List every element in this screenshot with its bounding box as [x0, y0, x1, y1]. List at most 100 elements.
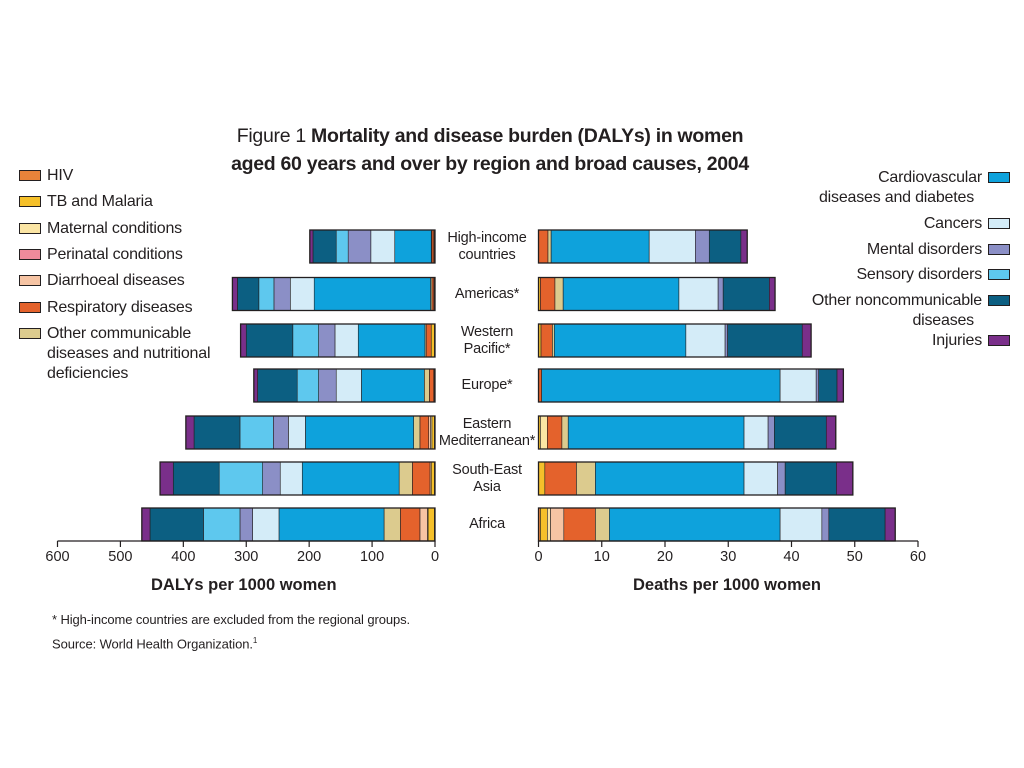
legend-item-maternal-conditions: Maternal conditions [19, 219, 182, 239]
legend-label: Other communicable [47, 324, 192, 342]
region-label-line: Asia [473, 478, 501, 495]
legend-swatch-sensory-disorders [988, 269, 1010, 280]
left-bar-segment-eastern-mediterranean-other-communicable-diseases-and-nutritional-deficiencies [413, 415, 421, 450]
left-bar-segment-africa-mental-disorders [239, 507, 253, 542]
right-bar-segment-africa-tb-and-malaria [540, 507, 548, 542]
left-tick-label: 600 [45, 549, 70, 565]
left-bar-high-income-countries [309, 229, 436, 264]
legend-swatch-other-communicable-diseases-and-nutritional-deficiencies [19, 327, 41, 339]
right-bar-segment-americas-other-noncommunicable-diseases [722, 277, 770, 311]
legend-label: deficiencies [47, 364, 129, 382]
right-tick-label: 20 [656, 549, 674, 565]
region-label-line: Africa [469, 516, 505, 532]
legend-label: Perinatal conditions [47, 245, 183, 263]
left-bar-segment-south-east-asia-cardiovascular-diseases-and-diabetes [301, 461, 400, 496]
left-bar-segment-africa-tb-and-malaria [427, 507, 435, 542]
right-bar-segment-high-income-countries-cancers [648, 229, 696, 264]
left-bar-segment-high-income-countries-cardiovascular-diseases-and-diabetes [394, 229, 432, 264]
legend-item-injuries: Injuries [710, 331, 1010, 351]
left-bar-south-east-asia [159, 461, 436, 496]
left-bar-segment-africa-other-noncommunicable-diseases [149, 507, 204, 542]
right-bar-europe [537, 368, 845, 403]
region-label-line: High-income [447, 229, 527, 246]
legend-swatch-mental-disorders [988, 244, 1010, 255]
footnote-source-text: Source: World Health Organization. [52, 636, 253, 652]
right-bar-segment-americas-respiratory-diseases [540, 277, 556, 311]
right-bar-segment-africa-maternal-conditions [547, 507, 551, 542]
left-bar-segment-western-pacific-cardiovascular-diseases-and-diabetes [357, 323, 426, 358]
legend-label: Cancers [923, 215, 982, 232]
left-tick-label: 0 [430, 549, 440, 565]
left-bar-segment-eastern-mediterranean-sensory-disorders [239, 415, 274, 450]
right-bar-segment-south-east-asia-cardiovascular-diseases-and-diabetes [595, 461, 745, 496]
right-bar-segment-south-east-asia-other-noncommunicable-diseases [784, 461, 837, 496]
left-bar-segment-europe-respiratory-diseases [429, 368, 435, 403]
right-bar-eastern-mediterranean [537, 415, 837, 450]
legend-item-mental-disorders: Mental disorders [710, 240, 1010, 260]
right-tick-label: 40 [783, 549, 800, 565]
legend-label: Maternal conditions [47, 219, 182, 237]
right-bar-segment-americas-cardiovascular-diseases-and-diabetes [562, 277, 680, 311]
region-label-line: Pacific* [463, 340, 511, 357]
legend-item-hiv: HIV [19, 166, 73, 186]
legend-swatch-respiratory-diseases [19, 301, 41, 313]
right-bar-americas [537, 276, 776, 312]
legend-item-diarrhoeal-diseases: Diarrhoeal diseases [19, 271, 185, 291]
left-tick-label: 200 [297, 549, 322, 565]
legend-label: diseases and diabetes [818, 189, 974, 206]
legend-item-perinatal-conditions: Perinatal conditions [19, 245, 183, 265]
legend-item-other-noncommunicable-diseases: Other noncommunicable diseases [710, 291, 1010, 331]
region-label-western-pacific: Western Pacific* [437, 324, 537, 358]
left-bar-segment-europe-mental-disorders [318, 368, 337, 403]
region-label-line: countries [458, 246, 516, 263]
right-bar-segment-eastern-mediterranean-cardiovascular-diseases-and-diabetes [567, 415, 745, 450]
right-bar-segment-eastern-mediterranean-mental-disorders [767, 415, 775, 450]
right-bar-south-east-asia [537, 461, 854, 496]
left-bar-segment-europe-cardiovascular-diseases-and-diabetes [361, 368, 425, 403]
right-bar-segment-americas-other-communicable-diseases-and-nutritional-deficiencies [554, 277, 564, 311]
region-label-line: Americas* [454, 285, 520, 302]
left-bar-eastern-mediterranean [185, 415, 436, 450]
legend-label: Cardiovascular [878, 169, 982, 186]
left-bar-segment-western-pacific-mental-disorders [318, 323, 336, 358]
footnote-note: * High-income countries are excluded fro… [52, 612, 410, 627]
right-bar-segment-europe-mental-disorders [815, 368, 819, 403]
left-bar-segment-eastern-mediterranean-other-noncommunicable-diseases [193, 415, 241, 450]
right-bar-segment-eastern-mediterranean-maternal-conditions [540, 415, 548, 450]
legend-label: HIV [47, 167, 74, 184]
left-bar-segment-africa-respiratory-diseases [400, 507, 421, 542]
left-bar-segment-western-pacific-respiratory-diseases [425, 323, 432, 358]
right-bar-segment-south-east-asia-respiratory-diseases [544, 461, 577, 496]
right-bar-segment-south-east-asia-mental-disorders [777, 461, 786, 496]
left-bar-segment-western-pacific-cancers [334, 323, 359, 358]
right-tick-label: 10 [593, 549, 610, 565]
legend-swatch-cancers [988, 218, 1010, 229]
title-line-1: Figure 1 Mortality and disease burden (D… [150, 122, 830, 150]
right-bar-segment-western-pacific-injuries [801, 323, 812, 358]
left-bar-segment-eastern-mediterranean-respiratory-diseases [419, 415, 430, 450]
left-bar-segment-europe-other-communicable-diseases-and-nutritional-deficiencies [423, 368, 430, 403]
legend-item-cancers: Cancers [710, 214, 1010, 234]
left-bar-segment-americas-cardiovascular-diseases-and-diabetes [313, 277, 431, 311]
right-bar-segment-western-pacific-cancers [685, 323, 726, 358]
right-bar-segment-africa-mental-disorders [821, 507, 830, 542]
left-bar-segment-eastern-mediterranean-injuries [185, 415, 195, 450]
legend-swatch-tb-and-malaria [19, 196, 41, 208]
left-bar-americas [231, 276, 436, 312]
left-bar-segment-western-pacific-sensory-disorders [292, 323, 319, 358]
left-bar-segment-africa-injuries [141, 507, 151, 542]
left-axis-title: DALYs per 1000 women [151, 576, 337, 594]
right-bar-segment-eastern-mediterranean-other-communicable-diseases-and-nutritional-deficiencies [561, 415, 569, 450]
region-label-line: Eastern [462, 415, 512, 432]
title-sub-text: aged 60 years and over by region and bro… [231, 153, 749, 175]
legend-swatch-cardiovascular-diseases-and-diabetes [988, 172, 1010, 183]
footnote-source-superscript: 1 [252, 636, 258, 645]
right-bar-segment-high-income-countries-cardiovascular-diseases-and-diabetes [550, 229, 650, 264]
right-bar-segment-europe-cardiovascular-diseases-and-diabetes [541, 368, 781, 403]
region-label-line: Western [460, 323, 514, 340]
left-bar-segment-high-income-countries-other-noncommunicable-diseases [312, 229, 337, 264]
right-bar-segment-western-pacific-cardiovascular-diseases-and-diabetes [554, 323, 687, 358]
right-bar-segment-high-income-countries-other-noncommunicable-diseases [708, 229, 742, 264]
left-bar-segment-eastern-mediterranean-mental-disorders [272, 415, 289, 450]
